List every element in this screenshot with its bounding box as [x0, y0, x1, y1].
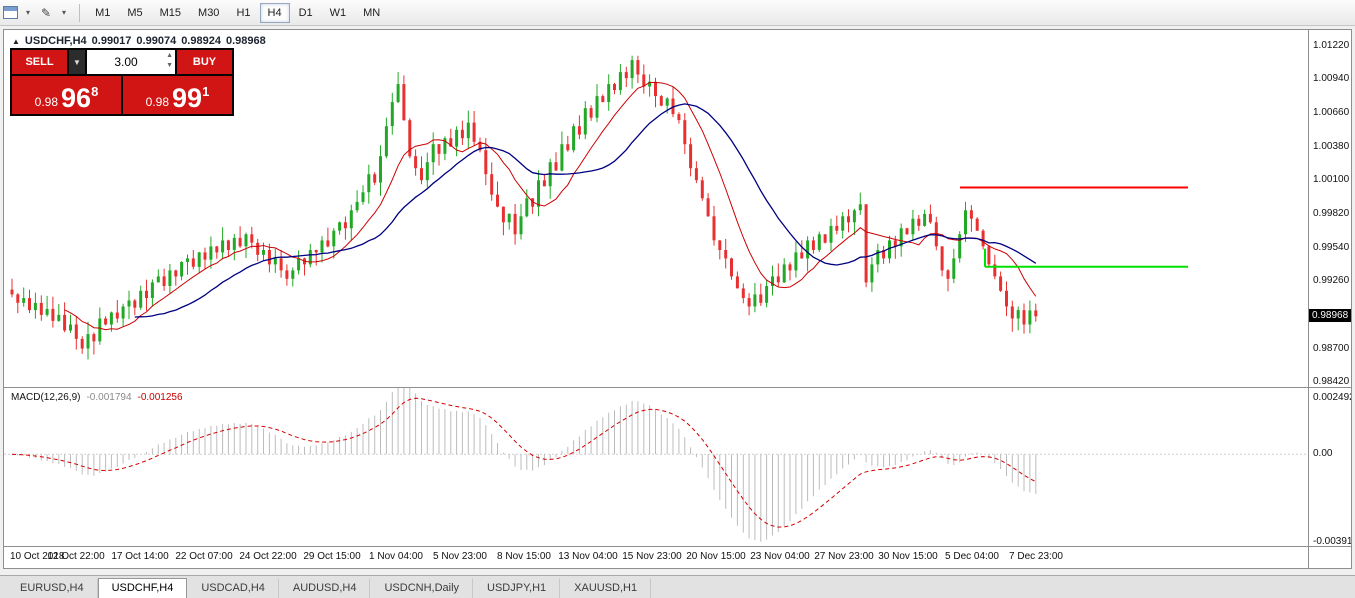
time-axis-label: 13 Nov 04:00 [558, 551, 618, 562]
chart-window-icon[interactable] [3, 6, 18, 19]
time-axis-label: 29 Oct 15:00 [303, 551, 361, 562]
chart-symbol-label: USDCHF,H4 [24, 35, 87, 47]
toolbar-separator [79, 3, 81, 22]
buy-button[interactable]: BUY [177, 50, 232, 74]
tab-xauusd-h1[interactable]: XAUUSD,H1 [560, 578, 652, 598]
ohlc-high: 0.99074 [136, 35, 177, 47]
time-axis-label: 22 Oct 07:00 [175, 551, 233, 562]
current-price-tag: 0.98968 [1309, 309, 1351, 323]
timeframe-button-h4[interactable]: H4 [259, 2, 290, 23]
price-axis-label: 1.01220 [1313, 39, 1350, 51]
price-axis-label: 1.00940 [1313, 73, 1350, 85]
price-axis-label: 0.98700 [1313, 342, 1350, 354]
buy-price-pip: 1 [202, 84, 210, 99]
buy-price-big: 99 [172, 83, 203, 113]
tab-usdcad-h4[interactable]: USDCAD,H4 [187, 578, 279, 598]
draw-tools-dropdown-icon[interactable]: ▾ [62, 8, 67, 17]
price-axis-label: 0.99820 [1313, 207, 1350, 219]
volume-up-icon[interactable]: ▲ [166, 52, 173, 59]
top-toolbar: ▾ ✎ ▾ M1 M5 M15 M30 H1 H4 D1 W1 MN [0, 0, 1355, 26]
macd-signal-value: -0.001256 [137, 392, 183, 403]
sell-price-prefix: 0.98 [34, 95, 59, 109]
price-axis-border [1308, 30, 1309, 568]
macd-indicator-chart[interactable] [4, 388, 1308, 546]
tab-usdchf-h4[interactable]: USDCHF,H4 [97, 578, 188, 598]
timeframe-toolbar: M1 M5 M15 M30 H1 H4 D1 W1 MN [87, 2, 388, 23]
price-axis-label: 1.00660 [1313, 106, 1350, 118]
volume-input-wrap: ▲ ▼ [87, 50, 175, 74]
time-axis[interactable]: 10 Oct 2018 12 Oct 22:00 17 Oct 14:00 22 Oc… [4, 547, 1308, 568]
timeframe-button-m5[interactable]: M5 [127, 6, 143, 19]
chart-tabs: EURUSD,H4 USDCHF,H4 USDCAD,H4 AUDUSD,H4 USDC… [6, 578, 652, 598]
time-axis-label: 20 Nov 15:00 [686, 551, 746, 562]
time-axis-label: 7 Dec 23:00 [1009, 551, 1063, 562]
buy-price-prefix: 0.98 [145, 95, 170, 109]
candlestick-chart[interactable] [4, 30, 1308, 387]
tab-eurusd-h4[interactable]: EURUSD,H4 [6, 578, 98, 598]
timeframe-button-m15[interactable]: M15 [159, 6, 182, 19]
volume-input[interactable] [87, 50, 175, 74]
time-axis-label: 30 Nov 15:00 [878, 551, 938, 562]
time-axis-label: 5 Nov 23:00 [433, 551, 487, 562]
macd-axis-label: 0.002492 [1313, 392, 1352, 404]
time-axis-label: 10 Oct 2018 [10, 551, 65, 562]
volume-dropdown-icon[interactable]: ▼ [69, 50, 85, 74]
chart-dropdown-icon[interactable]: ▾ [25, 8, 30, 17]
time-axis-label: 27 Nov 23:00 [814, 551, 874, 562]
timeframe-button-m1[interactable]: M1 [95, 6, 111, 19]
time-axis-label: 1 Nov 04:00 [369, 551, 423, 562]
ohlc-open: 0.99017 [91, 35, 132, 47]
macd-main-value: -0.001794 [86, 392, 132, 403]
buy-price-button[interactable]: 0.98 99 1 [123, 76, 232, 114]
one-click-trading-panel: SELL ▼ ▲ ▼ BUY 0.98 96 8 0.98 99 1 [10, 48, 234, 116]
sell-price-pip: 8 [91, 84, 99, 99]
timeframe-button-mn[interactable]: MN [363, 6, 381, 19]
macd-label: MACD(12,26,9) -0.001794 -0.001256 [11, 392, 183, 403]
macd-name: MACD(12,26,9) [11, 392, 81, 403]
ohlc-low: 0.98924 [181, 35, 221, 47]
volume-down-icon[interactable]: ▼ [166, 62, 173, 69]
chart-ohlc-title: ▲ USDCHF,H4 0.99017 0.99074 0.98924 0.98… [12, 35, 266, 47]
chart-window: ▲ USDCHF,H4 0.99017 0.99074 0.98924 0.98… [3, 29, 1352, 569]
time-axis-label: 23 Nov 04:00 [750, 551, 810, 562]
pane-separator-bottom [4, 546, 1351, 547]
time-axis-label: 15 Nov 23:00 [622, 551, 682, 562]
chart-tabs-bar: EURUSD,H4 USDCHF,H4 USDCAD,H4 AUDUSD,H4 USDC… [0, 575, 1355, 598]
volume-spinner: ▲ ▼ [166, 51, 173, 71]
tab-usdjpy-h1[interactable]: USDJPY,H1 [473, 578, 561, 598]
time-axis-label: 5 Dec 04:00 [945, 551, 999, 562]
time-axis-label: 12 Oct 22:00 [47, 551, 105, 562]
price-axis-label: 1.00100 [1313, 174, 1350, 186]
price-axis-label: 0.98420 [1313, 376, 1350, 388]
price-axis-label: 0.99540 [1313, 241, 1350, 253]
chart-window-icon-bar [4, 7, 17, 11]
timeframe-button-m30[interactable]: M30 [198, 6, 220, 19]
sell-price-button[interactable]: 0.98 96 8 [12, 76, 121, 114]
price-axis-label: 0.99260 [1313, 275, 1350, 287]
chart-shift-icon: ▲ [12, 36, 20, 46]
time-axis-label: 17 Oct 14:00 [111, 551, 169, 562]
time-axis-label: 24 Oct 22:00 [239, 551, 297, 562]
sell-button[interactable]: SELL [12, 50, 67, 74]
ohlc-close: 0.98968 [225, 35, 266, 47]
time-axis-label: 8 Nov 15:00 [497, 551, 551, 562]
tab-usdcnh-daily[interactable]: USDCNH,Daily [370, 578, 474, 598]
timeframe-button-h1[interactable]: H1 [236, 6, 251, 19]
sell-price-big: 96 [61, 83, 92, 113]
macd-axis-label: -0.003913 [1313, 536, 1352, 548]
draw-tools-icon[interactable]: ✎ [41, 5, 52, 20]
macd-axis-label: 0.00 [1313, 448, 1333, 460]
tab-audusd-h4[interactable]: AUDUSD,H4 [279, 578, 371, 598]
price-axis-label: 1.00380 [1313, 140, 1350, 152]
pane-separator[interactable] [4, 387, 1351, 388]
timeframe-button-d1[interactable]: D1 [298, 6, 313, 19]
timeframe-button-w1[interactable]: W1 [329, 6, 347, 19]
